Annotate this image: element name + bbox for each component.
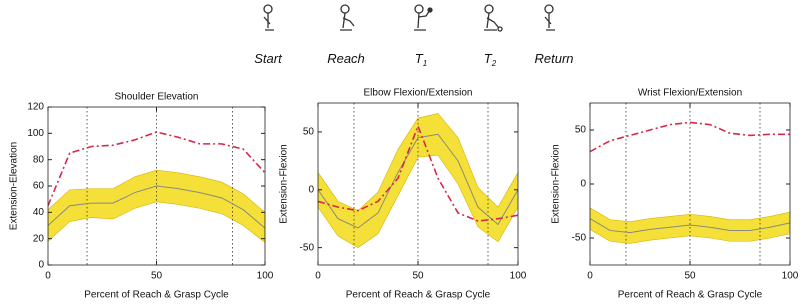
icon-start bbox=[264, 5, 274, 30]
y-tick-label: 100 bbox=[27, 128, 44, 139]
chart-panel: -50 0 50 0 50 100 Wrist Flexion/Extension Perce… bbox=[551, 88, 799, 301]
x-tick-label: 50 bbox=[412, 271, 424, 282]
x-tick-label: 50 bbox=[684, 271, 696, 282]
chart-title: Shoulder Elevation bbox=[115, 92, 199, 103]
y-tick-label: 0 bbox=[580, 179, 586, 190]
chart-title: Elbow Flexion/Extension bbox=[364, 88, 473, 99]
y-tick-label: -50 bbox=[572, 233, 587, 244]
phase-label: Reach bbox=[327, 51, 365, 66]
phase-subscript: 1 bbox=[423, 59, 427, 68]
figure: StartReachT1T2Return02040608010012005010… bbox=[0, 0, 808, 304]
phase-icons bbox=[264, 5, 555, 31]
phase-subscript: 2 bbox=[491, 59, 497, 68]
y-axis-label: Extension-Elevation bbox=[9, 142, 20, 230]
phase-name: Return bbox=[534, 51, 573, 66]
chart-panel: 0 20 40 60 80 100 120 0 50 100 Shoulder Elevation P… bbox=[9, 92, 274, 301]
y-tick-label: 50 bbox=[575, 125, 587, 136]
icon-t2 bbox=[484, 5, 502, 31]
phase-label: Return bbox=[534, 51, 573, 66]
phase-name: Start bbox=[254, 51, 283, 66]
y-tick-label: 40 bbox=[33, 207, 45, 218]
y-tick-label: 120 bbox=[27, 102, 44, 113]
phase-name: Reach bbox=[327, 51, 365, 66]
x-tick-label: 100 bbox=[257, 271, 274, 282]
x-axis-label: Percent of Reach & Grasp Cycle bbox=[84, 290, 229, 301]
x-tick-label: 0 bbox=[315, 271, 321, 282]
y-tick-label: 0 bbox=[38, 260, 44, 271]
icon-reach bbox=[340, 5, 354, 30]
y-axis-label: Extension-Flexion bbox=[551, 144, 562, 223]
y-axis-label: Extension-Flexion bbox=[279, 144, 290, 223]
y-tick-label: 60 bbox=[33, 181, 45, 192]
y-tick-label: -50 bbox=[300, 242, 315, 253]
phase-label: T2 bbox=[484, 51, 497, 68]
icon-return bbox=[545, 5, 555, 30]
y-tick-label: 80 bbox=[33, 154, 45, 165]
chart-title: Wrist Flexion/Extension bbox=[638, 88, 742, 99]
y-tick-label: 50 bbox=[303, 127, 315, 138]
y-tick-label: 0 bbox=[308, 184, 314, 195]
phase-label: T1 bbox=[415, 51, 427, 68]
y-tick-label: 20 bbox=[33, 233, 45, 244]
x-tick-label: 0 bbox=[45, 271, 51, 282]
x-axis-label: Percent of Reach & Grasp Cycle bbox=[618, 290, 763, 301]
x-tick-label: 100 bbox=[782, 271, 799, 282]
x-tick-label: 100 bbox=[510, 271, 527, 282]
x-axis-label: Percent of Reach & Grasp Cycle bbox=[346, 290, 491, 301]
icon-t1 bbox=[414, 5, 432, 30]
x-tick-label: 50 bbox=[151, 271, 163, 282]
x-tick-label: 0 bbox=[587, 271, 593, 282]
chart-panel: -50 0 50 0 50 100 Elbow Flexion/Extension Perce… bbox=[279, 88, 527, 301]
phase-label: Start bbox=[254, 51, 283, 66]
